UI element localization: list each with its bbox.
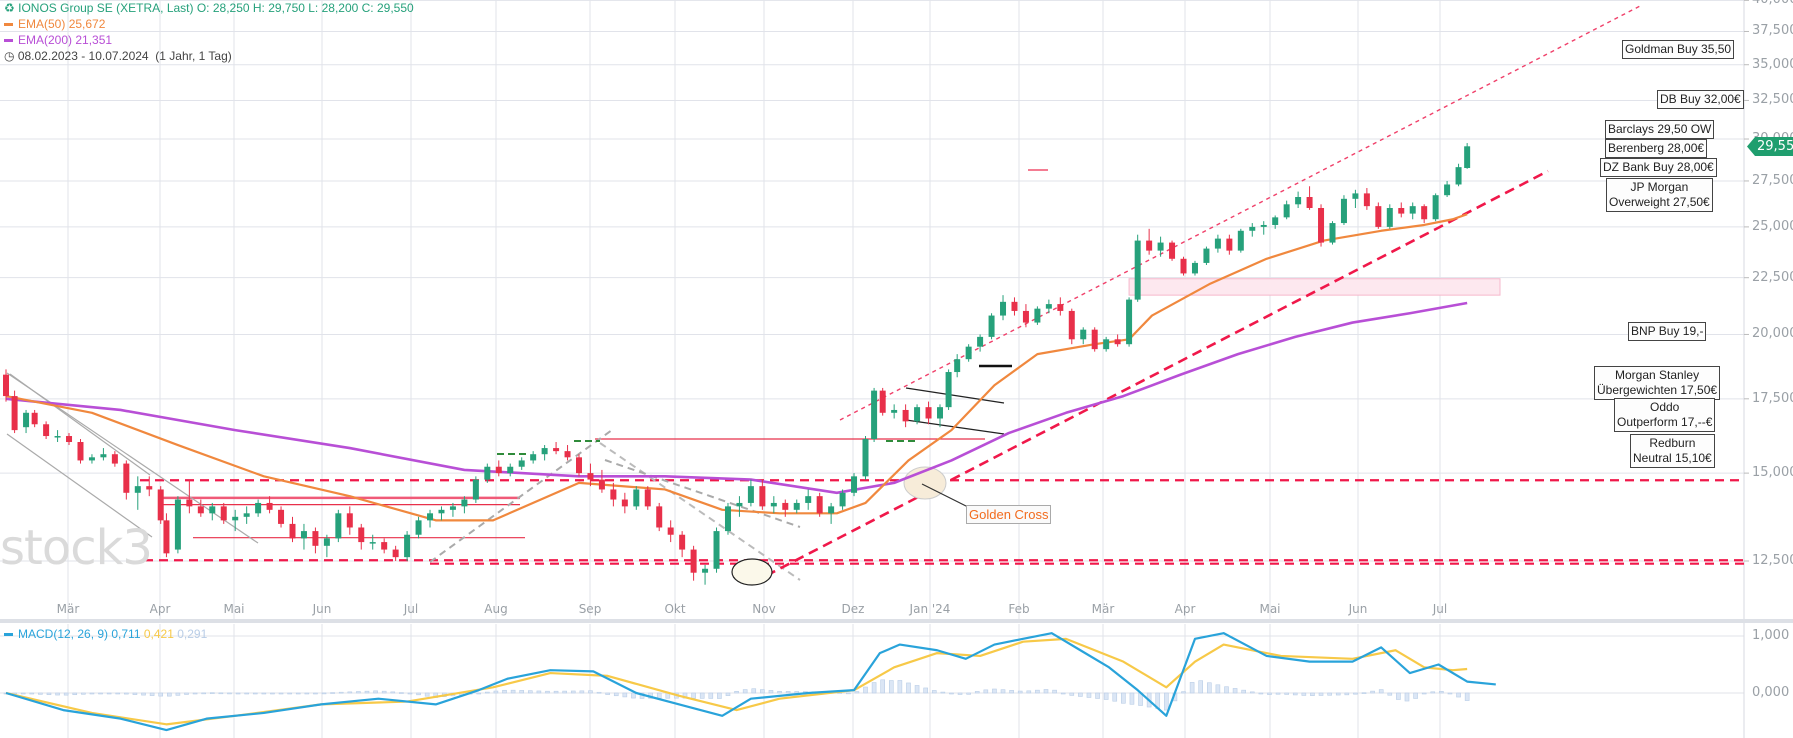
month-label: Dez bbox=[841, 602, 865, 616]
price-axis-label: 22,500 bbox=[1752, 269, 1793, 285]
ema200-label: EMA(200) bbox=[18, 33, 73, 47]
ema200-swatch-icon bbox=[4, 39, 13, 43]
golden-cross-label[interactable]: Golden Cross bbox=[966, 505, 1052, 524]
ema50-legend[interactable]: EMA(50) 25,672 bbox=[4, 17, 105, 32]
ohlc-values: O: 28,250 H: 29,750 L: 28,200 C: 29,550 bbox=[196, 1, 414, 15]
analyst-note[interactable]: Redburn Neutral 15,10€ bbox=[1630, 434, 1715, 468]
macd-swatch-icon bbox=[4, 633, 13, 637]
month-label: Sep bbox=[578, 602, 602, 616]
analyst-note[interactable]: Goldman Buy 35,50 bbox=[1622, 40, 1735, 59]
interval: (1 Jahr, 1 Tag) bbox=[155, 49, 232, 63]
analyst-note[interactable]: Oddo Outperform 17,--€ bbox=[1614, 398, 1716, 432]
macd-value: 0,711 bbox=[111, 627, 141, 641]
analyst-note[interactable]: JP Morgan Overweight 27,50€ bbox=[1606, 178, 1713, 212]
histogram-value: 0,291 bbox=[177, 627, 208, 641]
price-axis-label: 40,000 bbox=[1752, 0, 1793, 7]
month-label: Mai bbox=[223, 602, 245, 616]
instrument-name: IONOS Group SE (XETRA, Last) bbox=[18, 1, 194, 15]
analyst-note[interactable]: BNP Buy 19,- bbox=[1628, 322, 1707, 341]
price-axis-label: 32,500 bbox=[1752, 92, 1793, 108]
month-label: Jun bbox=[1348, 602, 1368, 616]
price-axis-label: 25,000 bbox=[1752, 218, 1793, 234]
macd-legend[interactable]: MACD(12, 26, 9) 0,711 0,421 0,291 bbox=[4, 627, 207, 642]
analyst-note[interactable]: Morgan Stanley Übergewichten 17,50€ bbox=[1594, 366, 1721, 400]
price-axis-label: 17,500 bbox=[1752, 390, 1793, 406]
last-price-tag: 29,550 bbox=[1747, 137, 1793, 156]
month-label: Mai bbox=[1259, 602, 1281, 616]
price-axis-label: 20,000 bbox=[1752, 326, 1793, 342]
ema50-swatch-icon bbox=[4, 23, 13, 27]
macd-label: MACD(12, 26, 9) bbox=[18, 627, 109, 641]
month-label: Apr bbox=[149, 602, 171, 616]
clock-icon: ◷ bbox=[4, 49, 15, 63]
month-label: Mär bbox=[1091, 602, 1115, 616]
month-label: Okt bbox=[664, 602, 686, 616]
date-range-legend[interactable]: ◷ 08.02.2023 - 10.07.2024 (1 Jahr, 1 Tag… bbox=[4, 49, 232, 64]
month-label: Jan '24 bbox=[909, 602, 951, 616]
analyst-note[interactable]: DB Buy 32,00€ bbox=[1657, 90, 1744, 109]
ema200-legend[interactable]: EMA(200) 21,351 bbox=[4, 33, 112, 48]
price-axis-label: 35,000 bbox=[1752, 56, 1793, 72]
month-label: Mär bbox=[56, 602, 80, 616]
instrument-legend: ♻︎ IONOS Group SE (XETRA, Last) O: 28,25… bbox=[4, 1, 414, 16]
price-axis-label: 27,500 bbox=[1752, 172, 1793, 188]
analyst-note[interactable]: DZ Bank Buy 28,00€ bbox=[1600, 158, 1717, 177]
month-label: Nov bbox=[752, 602, 776, 616]
ema50-value: 25,672 bbox=[68, 17, 106, 31]
ema200-value: 21,351 bbox=[75, 33, 113, 47]
month-label: Feb bbox=[1008, 602, 1030, 616]
analyst-note[interactable]: Barclays 29,50 OW bbox=[1605, 120, 1715, 139]
month-label: Apr bbox=[1174, 602, 1196, 616]
price-axis-label: 37,500 bbox=[1752, 23, 1793, 39]
month-label: Jun bbox=[312, 602, 332, 616]
signal-value: 0,421 bbox=[143, 627, 174, 641]
month-label: Jul bbox=[403, 602, 419, 616]
macd-axis-label: 1,000 bbox=[1752, 628, 1790, 643]
month-label: Jul bbox=[1432, 602, 1448, 616]
date-range: 08.02.2023 - 10.07.2024 bbox=[17, 49, 149, 63]
candles-icon: ♻︎ bbox=[4, 1, 15, 15]
ema50-label: EMA(50) bbox=[18, 17, 66, 31]
analyst-note[interactable]: Berenberg 28,00€ bbox=[1605, 139, 1708, 158]
price-axis-label: 15,000 bbox=[1752, 465, 1793, 481]
price-axis-label: 12,500 bbox=[1752, 552, 1793, 568]
month-label: Aug bbox=[484, 602, 508, 616]
macd-axis-label: 0,000 bbox=[1752, 685, 1790, 700]
watermark-logo: stock3 bbox=[0, 520, 153, 576]
